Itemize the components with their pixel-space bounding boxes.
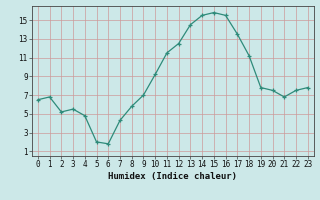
- X-axis label: Humidex (Indice chaleur): Humidex (Indice chaleur): [108, 172, 237, 181]
